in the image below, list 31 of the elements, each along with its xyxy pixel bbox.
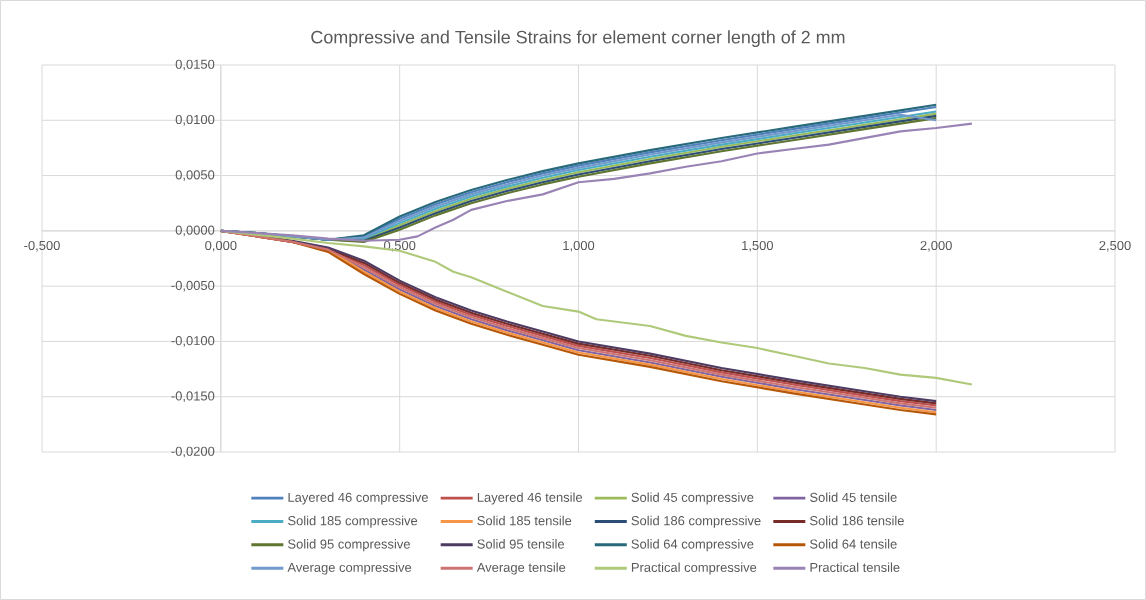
legend-label: Solid 64 tensile [810, 539, 897, 549]
legend-label: Solid 185 compressive [288, 515, 418, 528]
legend-label: Practical compressive [631, 562, 757, 575]
legend-label: Layered 46 tensile [477, 492, 583, 505]
x-tick-label: 0,000 [205, 240, 237, 252]
legend-label: Solid 64 compressive [631, 539, 754, 552]
legend-label: Solid 186 compressive [631, 515, 761, 528]
legend-label: Solid 186 tensile [810, 515, 904, 526]
y-tick-label: 0,0000 [175, 225, 215, 237]
x-tick-label: 2,000 [920, 240, 952, 252]
y-tick-label: -0,0200 [171, 446, 215, 458]
chart-title: Compressive and Tensile Strains for element corner length of 2 mm [311, 30, 845, 48]
x-tick-label: -0,500 [24, 240, 60, 252]
legend-label: Average tensile [476, 562, 566, 575]
legend-label: Layered 46 compressive [288, 492, 428, 505]
legend-label: Solid 185 tensile [477, 515, 572, 526]
legend-label: Solid 45 compressive [631, 492, 754, 505]
legend-label: Practical tensile [810, 562, 900, 572]
x-tick-label: 2,500 [1099, 240, 1131, 252]
legend-label: Solid 45 tensile [810, 492, 897, 502]
legend-label: Solid 95 tensile [477, 539, 565, 549]
y-tick-label: 0,0150 [175, 59, 215, 71]
legend-label: Average compressive [287, 562, 412, 575]
x-tick-label: 1,000 [563, 240, 595, 252]
y-tick-label: -0,0050 [171, 280, 215, 292]
y-tick-label: 0,0100 [175, 114, 215, 126]
y-tick-label: -0,0150 [171, 391, 215, 403]
x-tick-label: 1,500 [742, 240, 774, 252]
legend-label: Solid 95 compressive [288, 539, 410, 552]
y-tick-label: 0,0050 [175, 170, 215, 181]
y-tick-label: -0,0100 [171, 336, 215, 347]
